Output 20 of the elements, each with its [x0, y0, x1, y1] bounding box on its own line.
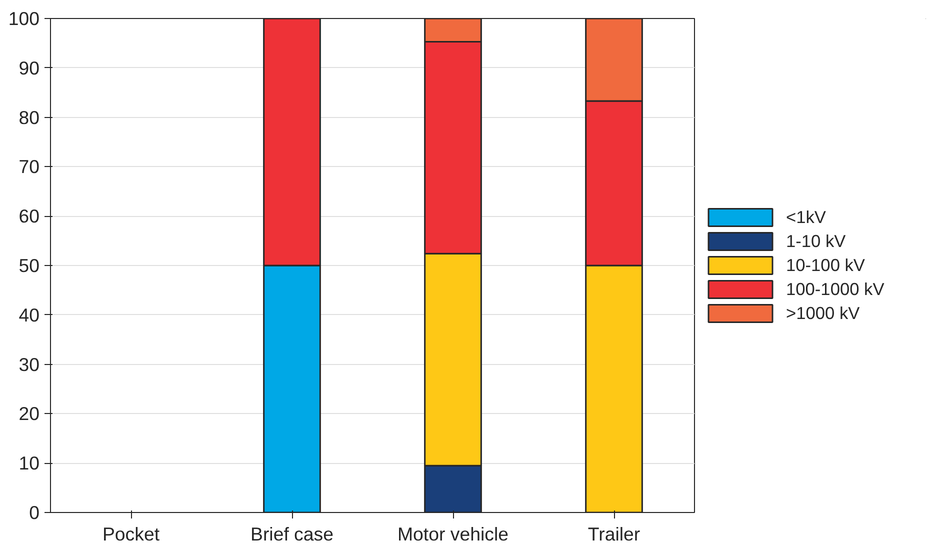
legend-label: 10-100 kV [786, 254, 865, 276]
y-tick-label: 30 [18, 354, 40, 375]
y-tick-label: 90 [18, 57, 40, 78]
legend-label: <1kV [786, 206, 826, 228]
legend-label: >1000 kV [786, 302, 860, 324]
y-tick-label: 60 [18, 206, 40, 227]
y-tick-label: 100 [8, 8, 40, 29]
x-tick-label: Motor vehicle [398, 524, 508, 544]
x-tick-label: Pocket [102, 524, 160, 544]
legend-label: 100-1000 kV [786, 278, 884, 300]
y-tick-label: 40 [18, 304, 40, 326]
legend-label: 1-10 kV [786, 230, 846, 252]
y-tick-label: 70 [18, 156, 40, 178]
y-tick-label: 0 [29, 502, 40, 523]
x-tick-label: Brief case [250, 524, 334, 544]
x-tick-label: Trailer [588, 524, 640, 544]
y-tick-label: 80 [18, 106, 40, 128]
y-tick-label: 50 [18, 255, 40, 276]
y-tick-label: 10 [18, 452, 40, 474]
y-tick-label: 20 [18, 403, 40, 424]
